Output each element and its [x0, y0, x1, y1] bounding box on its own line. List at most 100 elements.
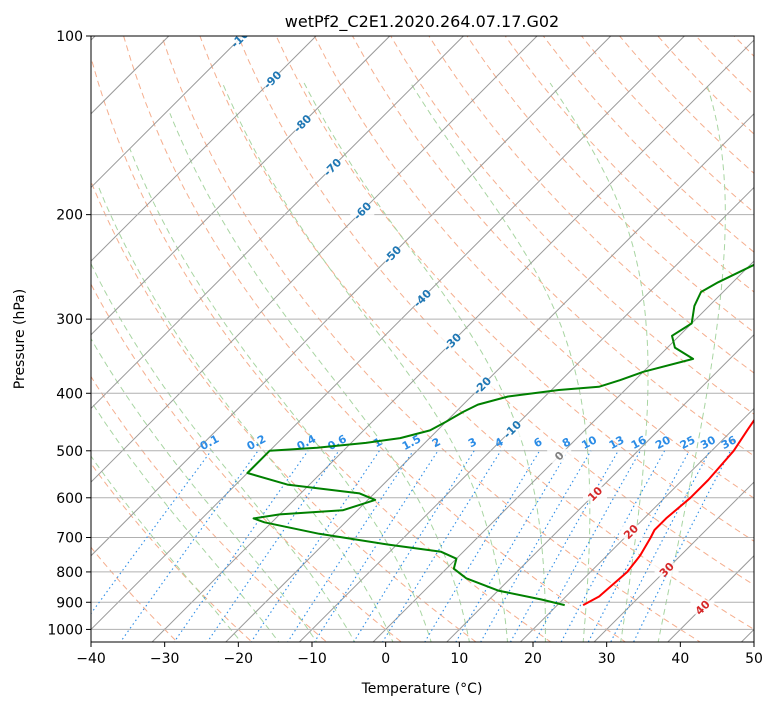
- mixing-ratio-label: 10: [579, 433, 599, 452]
- isotherm-label-bg: [230, 36, 255, 43]
- y-tick-label: 1000: [47, 622, 83, 638]
- mixing-ratio-label: 36: [719, 433, 739, 452]
- dry-adiabat: [91, 375, 328, 642]
- isotherm-label-bg: [470, 378, 495, 393]
- dry-adiabat: [199, 36, 754, 630]
- isotherm-line: [91, 36, 317, 262]
- mixing-ratio-line: [173, 450, 309, 642]
- mixing-ratio-label: 2: [430, 435, 443, 450]
- mixing-ratio-label: 13: [607, 433, 627, 452]
- mixing-ratio-label: 30: [698, 433, 718, 452]
- isotherm-line: [446, 334, 754, 642]
- moist-adiabat: [303, 82, 546, 642]
- background-lines: [91, 9, 775, 654]
- mixing-ratio-line: [587, 450, 690, 642]
- isotherm-line: [91, 36, 685, 631]
- dry-adiabat: [504, 36, 754, 293]
- isotherm-label-bg: [654, 562, 679, 577]
- moist-adiabat: [91, 455, 242, 642]
- dry-adiabat: [351, 36, 754, 457]
- y-tick-label: 300: [56, 312, 83, 328]
- isotherm-line: [91, 36, 538, 483]
- moist-adiabat: [91, 262, 356, 642]
- plot-frame: [90, 35, 755, 643]
- moist-adiabat: [222, 82, 509, 642]
- isotherm-line: [91, 36, 612, 557]
- isotherm-line: [91, 36, 243, 189]
- mixing-ratio-line: [632, 450, 731, 642]
- dry-adiabat: [466, 36, 754, 333]
- dry-adiabat: [275, 36, 754, 542]
- mixing-ratio-line: [534, 450, 641, 642]
- y-tick-label: 500: [56, 444, 83, 460]
- mixing-ratio-label: 20: [653, 433, 673, 452]
- dry-adiabat: [237, 36, 754, 586]
- mixing-ratio-line: [313, 450, 439, 642]
- x-tick-label: 10: [450, 651, 468, 667]
- mixing-ratio-line: [206, 450, 340, 642]
- dry-adiabat: [580, 36, 754, 214]
- isotherm-label-bg: [350, 203, 375, 218]
- x-tick-label: 40: [671, 651, 689, 667]
- x-tick-label: 20: [524, 651, 542, 667]
- dry-adiabat: [313, 36, 754, 499]
- isotherm-label-bg: [690, 600, 715, 615]
- y-tick-label: 400: [56, 386, 83, 402]
- y-tick-label: 800: [56, 565, 83, 581]
- moist-adiabat: [91, 400, 280, 642]
- moist-adiabat: [549, 82, 649, 642]
- dry-adiabat: [618, 36, 754, 174]
- mixing-ratio-line: [91, 450, 212, 615]
- isotherm-label: -90: [261, 68, 284, 91]
- moist-adiabat: [129, 148, 432, 642]
- moist-adiabat: [169, 113, 470, 642]
- mixing-ratio-label: 6: [532, 435, 545, 450]
- y-axis-label: Pressure (hPa): [12, 289, 28, 389]
- y-tick-label: 600: [56, 491, 83, 507]
- dry-adiabat: [733, 36, 754, 57]
- y-tick-label: 200: [56, 208, 83, 224]
- isotherm-label-bg: [410, 291, 435, 306]
- x-axis: −40 −30 −20 −10 0 10 20 30 40 50: [76, 642, 763, 667]
- isotherm-label-bg: [618, 524, 643, 539]
- isotherm-line: [225, 113, 754, 642]
- x-axis-label: Temperature (°C): [361, 681, 483, 697]
- isotherm-label-bg: [547, 448, 572, 463]
- isotherm-label-bg: [260, 72, 285, 87]
- moist-adiabat: [410, 82, 591, 642]
- temperature-profile: [582, 418, 754, 606]
- mixing-ratio-label: 16: [629, 433, 649, 452]
- isotherm-label-bg: [290, 116, 315, 131]
- x-tick-label: −40: [76, 651, 106, 667]
- line-labels: 0.1 0.2 0.4 0.6 1 1.5 2 3 4 6 8 10 13 16 20 25 30 36-100-…: [198, 36, 739, 618]
- dry-adiabat: [91, 180, 477, 642]
- mixing-ratio-label: 0.2: [245, 432, 268, 453]
- isotherm-line: [741, 628, 754, 642]
- mixing-ratio-label: 3: [466, 435, 479, 450]
- x-tick-label: −30: [150, 651, 180, 667]
- dry-adiabat: [91, 462, 253, 642]
- mixing-ratio-line: [119, 450, 259, 642]
- dry-adiabat: [91, 283, 403, 642]
- moist-adiabat: [98, 187, 394, 642]
- dewpoint-profile: [246, 155, 754, 607]
- x-tick-label: 0: [381, 651, 390, 667]
- isotherm-line: [667, 555, 754, 642]
- mixing-ratio-label: 0.1: [198, 432, 221, 453]
- dry-adiabat: [123, 36, 627, 642]
- y-tick-label: 900: [56, 595, 83, 611]
- dry-adiabat: [746, 9, 775, 654]
- y-axis: 100 200 300 400 500 600 700 800 900 1000: [47, 29, 91, 638]
- x-tick-label: 30: [598, 651, 616, 667]
- isotherm-line: [91, 36, 464, 410]
- x-tick-label: 50: [745, 651, 763, 667]
- mixing-ratio-line: [610, 450, 711, 642]
- mixing-ratio-line: [480, 450, 592, 642]
- y-tick-label: 100: [56, 29, 83, 45]
- isotherm-line: [91, 36, 391, 336]
- profiles: [246, 155, 754, 607]
- dry-adiabat: [91, 546, 178, 642]
- mixing-ratio-label: 0.6: [326, 432, 350, 453]
- isotherm-label-bg: [582, 486, 607, 501]
